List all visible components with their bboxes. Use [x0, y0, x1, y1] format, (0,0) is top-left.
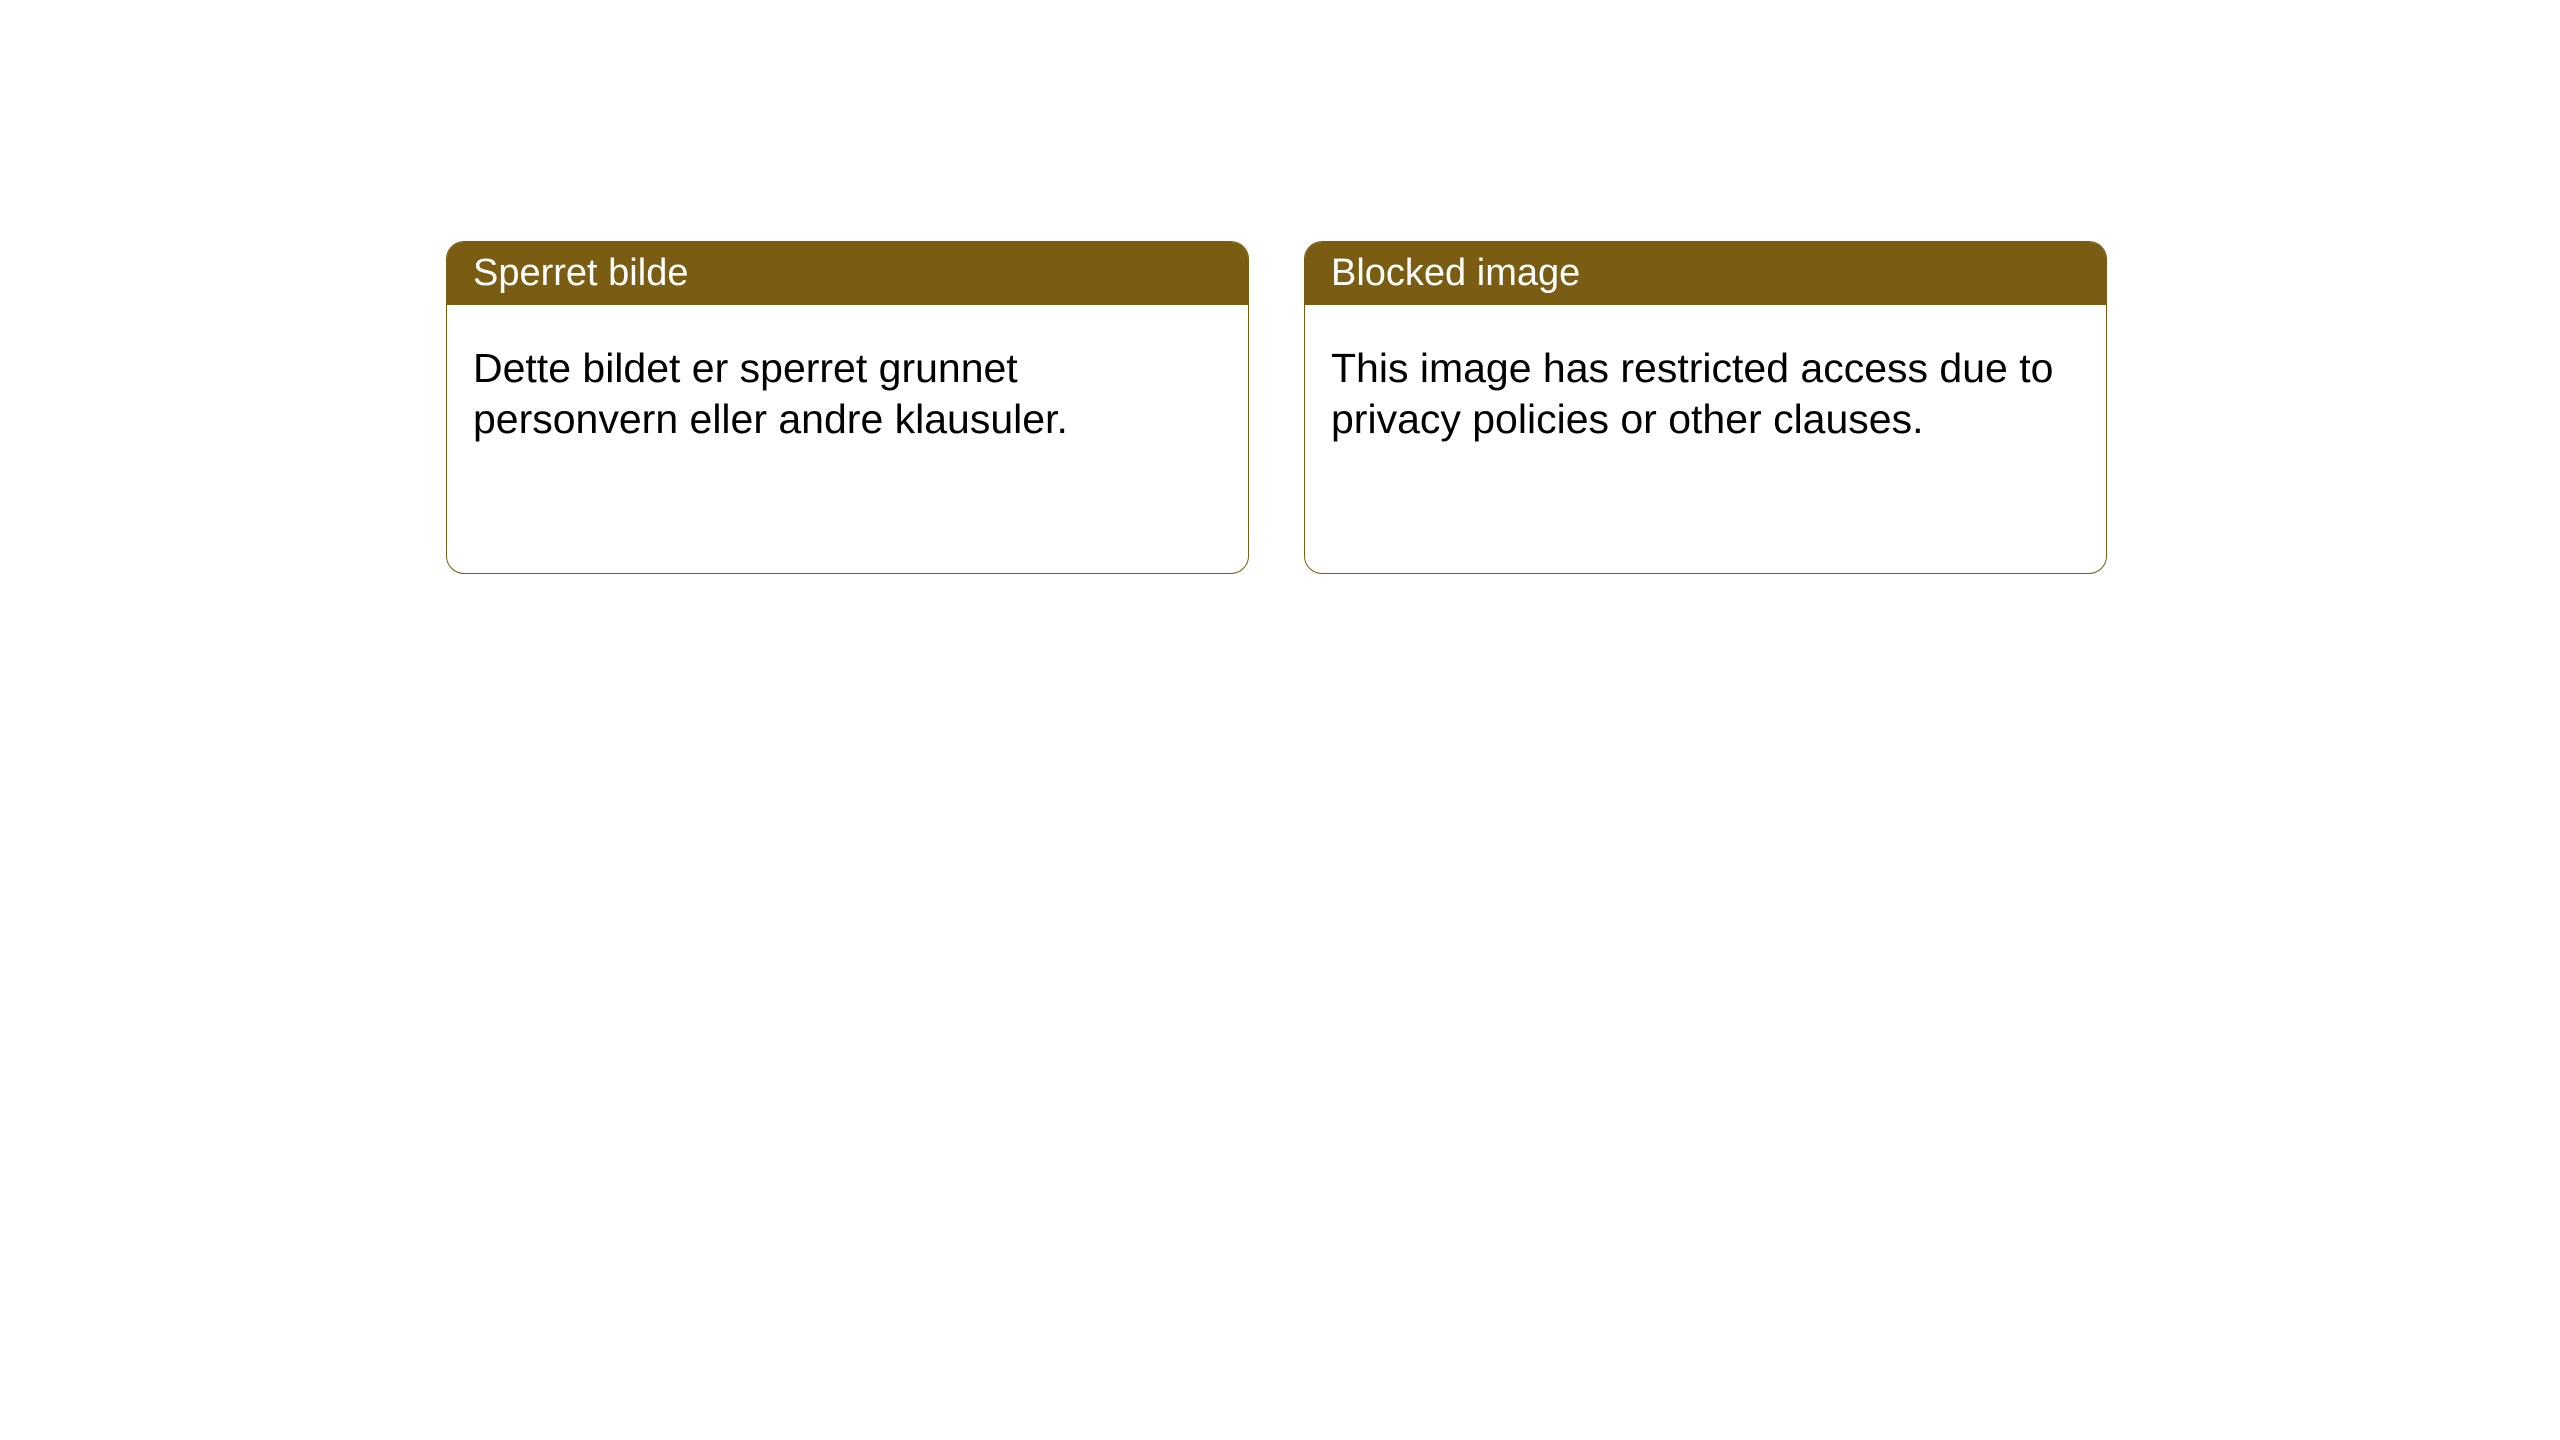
notice-container: Sperret bilde Dette bildet er sperret gr… [0, 0, 2560, 574]
notice-body-english: This image has restricted access due to … [1305, 305, 2106, 484]
notice-card-english: Blocked image This image has restricted … [1304, 241, 2107, 574]
notice-title-norwegian: Sperret bilde [447, 242, 1248, 305]
notice-card-norwegian: Sperret bilde Dette bildet er sperret gr… [446, 241, 1249, 574]
notice-body-norwegian: Dette bildet er sperret grunnet personve… [447, 305, 1248, 484]
notice-title-english: Blocked image [1305, 242, 2106, 305]
